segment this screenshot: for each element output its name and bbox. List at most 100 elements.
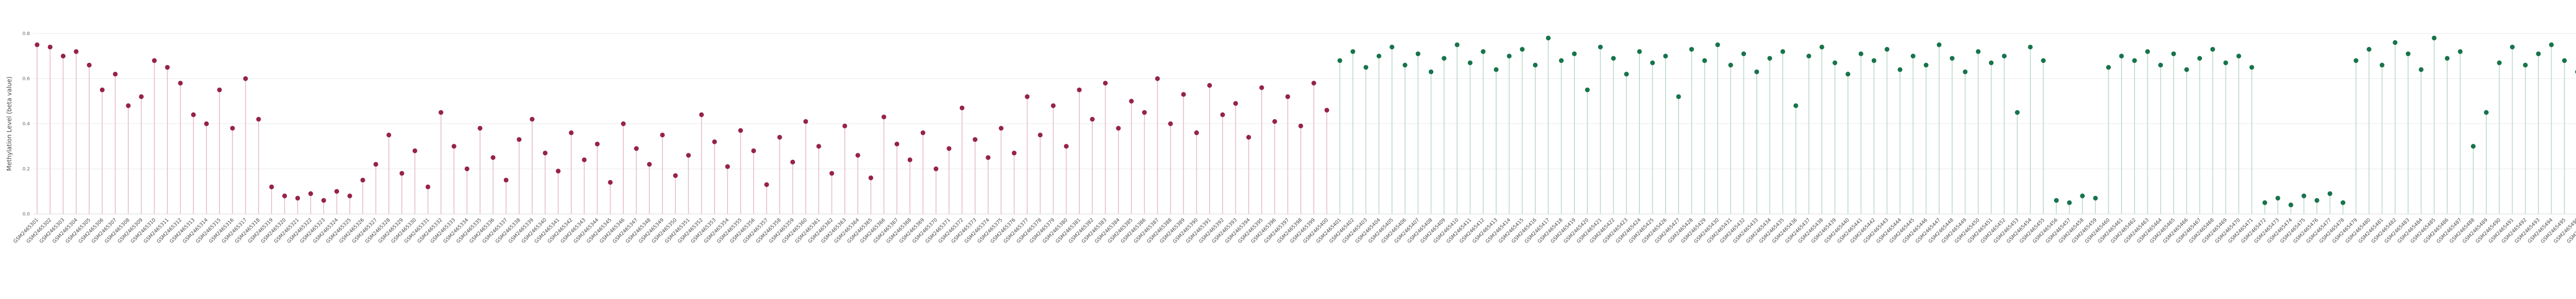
data-point [1598, 44, 1603, 49]
data-point [2523, 62, 2528, 68]
data-point [1298, 123, 1303, 128]
data-point [986, 155, 991, 160]
data-point [1116, 126, 1121, 131]
data-point [2275, 195, 2280, 201]
data-point [608, 180, 613, 185]
data-point [1832, 60, 1838, 65]
data-point [2093, 195, 2098, 201]
data-point [2418, 67, 2424, 72]
data-point [660, 132, 665, 138]
data-point [2549, 42, 2554, 47]
data-point [2132, 58, 2137, 63]
data-point [217, 87, 222, 92]
data-point [1050, 103, 1056, 108]
data-point [751, 148, 756, 154]
y-axis-title: Methylation Level (beta value) [6, 76, 13, 171]
data-point [1689, 47, 1694, 52]
data-point [2171, 51, 2176, 56]
data-point [308, 191, 313, 196]
data-point [2379, 62, 2385, 68]
data-point [2028, 44, 2033, 49]
data-point [582, 157, 587, 162]
data-point [1506, 54, 1512, 59]
data-point [2014, 110, 2020, 115]
data-point [269, 184, 274, 190]
data-point [934, 166, 939, 172]
data-point [1311, 80, 1316, 86]
data-point [2223, 60, 2228, 65]
data-point [425, 184, 431, 190]
data-point [543, 151, 548, 156]
data-point [1871, 58, 1876, 63]
data-point [1819, 44, 1824, 49]
data-point [868, 175, 873, 180]
data-point [126, 103, 131, 108]
data-point [1650, 60, 1655, 65]
data-point [2288, 202, 2294, 208]
data-point [386, 132, 392, 138]
data-point [1415, 51, 1420, 56]
data-point [165, 65, 170, 70]
data-point [1220, 112, 1225, 118]
data-point [478, 126, 483, 131]
data-point [60, 54, 66, 59]
data-point [2510, 44, 2515, 49]
data-point [699, 112, 704, 118]
data-point [2327, 191, 2333, 196]
data-point [2002, 54, 2007, 59]
data-point [1467, 60, 1473, 65]
data-point [1533, 62, 1538, 68]
data-point [1845, 72, 1851, 77]
data-point [1481, 49, 1486, 54]
data-point [399, 171, 404, 176]
data-point [1442, 56, 1447, 61]
data-point [712, 139, 717, 144]
data-point [1429, 69, 1434, 74]
data-point [1767, 56, 1772, 61]
data-point [1194, 130, 1199, 136]
data-point [946, 146, 952, 151]
data-point [2393, 40, 2398, 45]
data-point [2353, 58, 2359, 63]
data-point [1923, 62, 1929, 68]
data-point [360, 177, 365, 182]
data-point [1077, 87, 1082, 92]
data-point [1090, 117, 1095, 122]
data-point [2184, 67, 2189, 72]
data-point [1676, 94, 1681, 99]
data-point [1806, 54, 1811, 59]
data-point [1611, 56, 1616, 61]
data-point [151, 58, 157, 63]
data-point [1741, 51, 1747, 56]
data-point [35, 42, 40, 47]
data-point [1181, 92, 1186, 97]
data-point [1950, 56, 1955, 61]
data-point [829, 171, 835, 176]
data-point [816, 144, 821, 149]
data-point [1494, 67, 1499, 72]
data-point [1976, 49, 1981, 54]
data-point [139, 94, 144, 99]
data-point [2262, 200, 2267, 205]
data-point [1376, 54, 1382, 59]
data-point [1402, 62, 1408, 68]
data-point [243, 76, 248, 81]
data-point [1337, 58, 1343, 63]
data-point [2080, 193, 2085, 198]
data-point [2249, 65, 2255, 70]
data-point [1885, 47, 1890, 52]
data-point [1754, 69, 1759, 74]
data-point [1350, 49, 1355, 54]
data-point [87, 62, 92, 68]
data-point [2405, 51, 2411, 56]
data-point [230, 126, 235, 131]
data-point [1793, 103, 1799, 108]
data-point [2236, 54, 2242, 59]
data-point [2445, 56, 2450, 61]
data-point [1780, 49, 1785, 54]
data-point [1624, 72, 1629, 77]
data-point [1168, 121, 1173, 126]
data-point [2145, 49, 2150, 54]
data-point [2301, 193, 2307, 198]
data-point [1285, 94, 1291, 99]
